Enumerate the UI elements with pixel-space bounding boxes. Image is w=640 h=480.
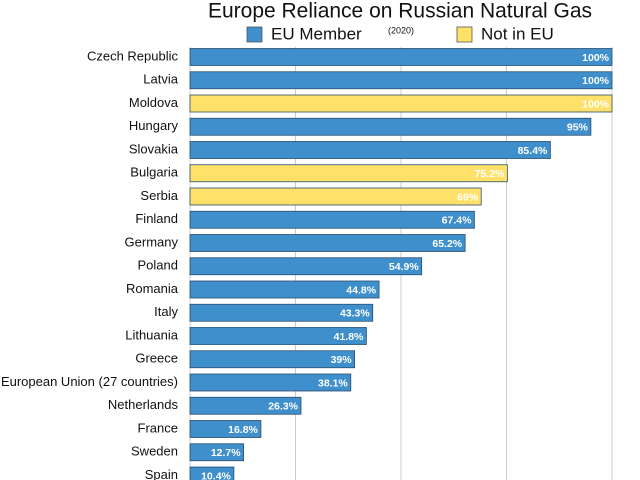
legend-swatch <box>246 26 263 43</box>
value-label: 38.1% <box>318 377 348 389</box>
value-label: 54.9% <box>389 261 419 273</box>
category-label: Hungary <box>129 118 179 133</box>
legend-label: Not in EU <box>481 24 554 43</box>
category-label: Czech Republic <box>87 48 179 63</box>
value-label: 75.2% <box>475 168 505 180</box>
category-label: Romania <box>126 281 179 296</box>
category-label: European Union (27 countries) <box>1 374 178 389</box>
value-label: 100% <box>582 75 610 87</box>
value-label: 43.3% <box>340 308 370 320</box>
value-label: 44.8% <box>346 284 376 296</box>
bar <box>189 234 466 252</box>
chart-title: Europe Reliance on Russian Natural Gas <box>208 0 592 23</box>
bar <box>189 466 235 480</box>
category-label: Italy <box>154 304 178 319</box>
value-label: 41.8% <box>334 331 364 343</box>
category-label: Moldova <box>129 95 179 110</box>
bar <box>189 420 262 438</box>
category-label: Latvia <box>143 72 178 87</box>
category-label: Sweden <box>131 444 178 459</box>
bar <box>189 280 380 299</box>
bar <box>189 303 374 322</box>
legend-swatch <box>456 26 473 43</box>
bar <box>189 187 482 206</box>
value-label: 85.4% <box>518 145 548 157</box>
value-label: 39% <box>331 354 353 366</box>
bar <box>189 257 423 276</box>
category-label: Greece <box>135 351 178 366</box>
category-label: Serbia <box>140 188 178 203</box>
bar <box>189 48 613 66</box>
bar <box>189 164 508 183</box>
bar <box>189 71 613 90</box>
value-label: 16.8% <box>228 424 258 436</box>
category-label: Bulgaria <box>130 165 178 180</box>
value-label: 67.4% <box>442 215 472 227</box>
chart-subtitle: (2020) <box>388 25 414 35</box>
category-label: Poland <box>138 258 178 273</box>
bar <box>189 94 613 113</box>
bar <box>189 327 367 345</box>
value-label: 12.7% <box>211 447 241 459</box>
bar <box>189 117 592 136</box>
category-label: Germany <box>125 234 179 249</box>
value-label: 65.2% <box>432 238 462 250</box>
category-label: France <box>138 420 178 435</box>
category-label: Lithuania <box>125 327 179 342</box>
value-label: 95% <box>567 122 589 134</box>
category-label: Finland <box>135 211 178 226</box>
bar <box>189 141 551 159</box>
bar <box>189 373 352 392</box>
category-label: Slovakia <box>129 141 179 156</box>
category-label: Netherlands <box>108 397 179 412</box>
value-label: 100% <box>582 98 610 110</box>
bar <box>189 443 244 462</box>
bar <box>189 350 355 369</box>
category-label: Spain <box>145 467 178 480</box>
value-label: 100% <box>582 52 610 64</box>
value-label: 26.3% <box>268 401 298 413</box>
value-label: 10.4% <box>201 470 231 480</box>
legend-label: EU Member <box>271 24 362 43</box>
bar <box>189 210 475 229</box>
bar <box>189 396 302 415</box>
value-label: 69% <box>457 191 479 203</box>
